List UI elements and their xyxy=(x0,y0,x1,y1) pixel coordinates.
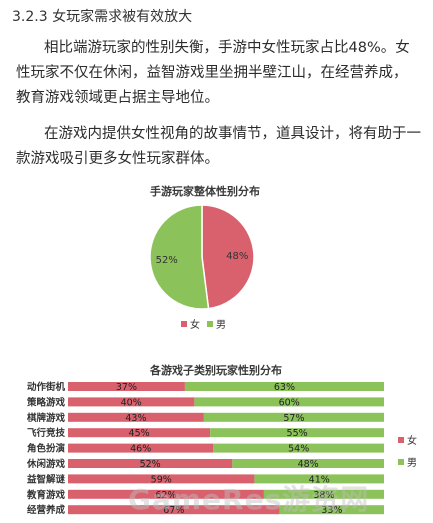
bar-data-label: 40% xyxy=(121,397,142,408)
paragraph-1: 相比端游玩家的性别失衡，手游中女性玩家占比48%。女性玩家不仅在休闲，益智游戏里… xyxy=(16,40,410,106)
bar-female xyxy=(68,412,204,422)
bar-data-label: 33% xyxy=(321,505,342,516)
pie-data-label: 48% xyxy=(226,251,248,262)
category-label: 休闲游戏 xyxy=(26,458,66,470)
bar-data-label: 48% xyxy=(298,459,319,470)
pie-slice-male xyxy=(149,204,210,310)
category-label: 角色扮演 xyxy=(27,443,66,455)
category-label: 棋牌游戏 xyxy=(26,412,66,424)
bar-female xyxy=(68,459,233,468)
bar-male xyxy=(263,489,384,499)
bar-data-label: 57% xyxy=(283,413,304,424)
bar-data-label: 67% xyxy=(163,505,184,516)
pie-chart: 48% 52% 女 男 xyxy=(149,204,255,331)
bar-male xyxy=(194,397,384,407)
bar-male xyxy=(279,505,384,515)
bar-female xyxy=(68,489,264,499)
bar-male xyxy=(254,474,384,484)
bar-data-label: 43% xyxy=(125,413,146,424)
stacked-bar-chart: 动作街机 37% 63% 策略游戏 40% 60% 棋牌游戏 43% 57% 飞行竞技 45% 55%… xyxy=(26,381,417,516)
legend-swatch-male xyxy=(207,321,213,327)
legend-label: 女 xyxy=(407,434,417,447)
bar-female xyxy=(68,397,195,407)
legend-swatch-male xyxy=(398,459,404,465)
watermark: GameRes游资网 xyxy=(128,483,370,516)
category-label: 动作街机 xyxy=(27,381,66,393)
legend-label: 男 xyxy=(216,319,226,331)
bar-chart-title: 各游戏子类别玩家性别分布 xyxy=(150,364,282,377)
bar-data-label: 60% xyxy=(279,397,300,408)
legend-swatch-female xyxy=(398,437,404,443)
category-label: 策略游戏 xyxy=(26,396,66,408)
bar-female xyxy=(68,474,255,484)
bar-data-label: 38% xyxy=(313,490,334,501)
bar-female xyxy=(68,428,211,438)
bar-data-label: 46% xyxy=(130,444,151,455)
bar-data-label: 45% xyxy=(129,428,150,439)
paragraph-2: 在游戏内提供女性视角的故事情节，道具设计，将有助于一款游戏吸引更多女性玩家群体。 xyxy=(16,126,421,167)
pie-chart-title: 手游玩家整体性别分布 xyxy=(150,185,260,198)
bar-female xyxy=(68,505,280,515)
legend-swatch-female xyxy=(181,321,187,327)
bar-male xyxy=(213,443,384,453)
bar-data-label: 52% xyxy=(140,459,161,470)
bar-male xyxy=(184,382,384,391)
bar-data-label: 54% xyxy=(288,444,309,455)
bar-data-label: 41% xyxy=(309,474,330,485)
bar-data-label: 55% xyxy=(287,428,308,439)
pie-slice-female xyxy=(201,204,255,310)
bar-male xyxy=(210,428,384,438)
bar-male xyxy=(203,412,384,422)
category-label: 经营养成 xyxy=(27,504,66,516)
bar-data-label: 62% xyxy=(155,490,176,501)
bar-female xyxy=(68,443,214,453)
legend-label: 女 xyxy=(190,318,200,331)
category-label: 益智解谜 xyxy=(27,473,66,485)
legend-label: 男 xyxy=(407,457,417,469)
category-label: 教育游戏 xyxy=(26,489,66,501)
bar-data-label: 59% xyxy=(151,474,172,485)
bar-data-label: 63% xyxy=(274,382,295,393)
section-heading: 3.2.3 女玩家需求被有效放大 xyxy=(12,9,193,25)
bar-female xyxy=(68,382,185,391)
bar-data-label: 37% xyxy=(116,382,137,393)
bar-male xyxy=(232,459,384,468)
pie-data-label: 52% xyxy=(156,255,178,266)
category-label: 飞行竞技 xyxy=(27,427,66,439)
